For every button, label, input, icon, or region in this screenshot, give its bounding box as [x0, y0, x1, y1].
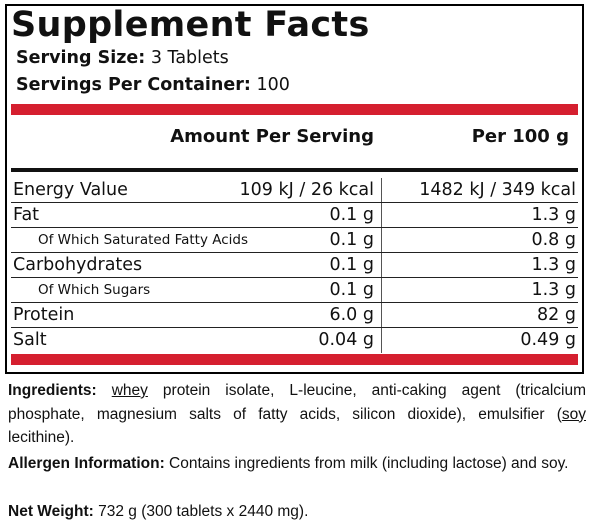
- servings-per-container-value: 100: [256, 75, 290, 95]
- per-100g-value: 1.3 g: [531, 280, 576, 300]
- allergen-whey: whey: [111, 382, 148, 399]
- servings-per-container: Servings Per Container: 100: [16, 74, 290, 96]
- nutrient-name: Energy Value: [13, 180, 128, 200]
- nutrient-name: Fat: [13, 205, 40, 225]
- bottom-accent-bar: [11, 354, 578, 365]
- per-serving-value: 0.1 g: [329, 255, 374, 275]
- net-weight-label: Net Weight:: [8, 503, 94, 520]
- table-row: Energy Value 109 kJ / 26 kcal 1482 kJ / …: [11, 178, 578, 203]
- serving-size: Serving Size: 3 Tablets: [16, 47, 229, 69]
- net-weight-text: 732 g (300 tablets x 2440 mg).: [93, 503, 309, 520]
- header-divider: [11, 168, 578, 172]
- per-100g-header: Per 100 g: [471, 126, 569, 147]
- ingredients-text-2: lecithine).: [8, 429, 75, 446]
- supplement-facts-panel: Supplement Facts Serving Size: 3 Tablets…: [5, 4, 584, 374]
- per-100g-value: 1.3 g: [531, 205, 576, 225]
- nutrient-name: Of Which Saturated Fatty Acids: [38, 232, 249, 248]
- net-weight-paragraph: Net Weight: 732 g (300 tablets x 2440 mg…: [8, 500, 586, 524]
- nutrient-name: Protein: [13, 305, 75, 325]
- table-row: Carbohydrates 0.1 g 1.3 g: [11, 253, 578, 278]
- nutrient-name: Of Which Sugars: [38, 282, 151, 298]
- serving-size-value: 3 Tablets: [150, 48, 229, 68]
- amount-per-serving-header: Amount Per Serving: [170, 126, 374, 147]
- ingredients-text-1: protein isolate, L-leucine, anti-caking …: [8, 382, 586, 423]
- per-serving-value: 0.04 g: [318, 330, 374, 350]
- per-serving-value: 6.0 g: [329, 305, 374, 325]
- per-100g-value: 1482 kJ / 349 kcal: [419, 180, 576, 200]
- per-100g-value: 0.49 g: [520, 330, 576, 350]
- allergen-soy: soy: [561, 405, 586, 423]
- table-row: Of Which Sugars 0.1 g 1.3 g: [11, 278, 578, 303]
- per-100g-value: 82 g: [537, 305, 576, 325]
- allergen-label: Allergen Information:: [8, 455, 165, 472]
- nutrient-name: Salt: [13, 330, 47, 350]
- allergen-text: Contains ingredients from milk (includin…: [164, 455, 569, 472]
- allergen-paragraph: Allergen Information: Contains ingredien…: [8, 452, 586, 476]
- per-serving-value: 0.1 g: [329, 230, 374, 250]
- per-serving-value: 0.1 g: [329, 205, 374, 225]
- top-accent-bar: [11, 104, 578, 115]
- per-serving-value: 109 kJ / 26 kcal: [239, 180, 374, 200]
- ingredients-label: Ingredients:: [8, 382, 97, 399]
- column-divider: [381, 178, 382, 353]
- per-100g-value: 1.3 g: [531, 255, 576, 275]
- table-row: Protein 6.0 g 82 g: [11, 303, 578, 328]
- per-100g-value: 0.8 g: [531, 230, 576, 250]
- ingredients-paragraph: Ingredients: whey protein isolate, L-leu…: [8, 379, 586, 450]
- per-serving-value: 0.1 g: [329, 280, 374, 300]
- serving-size-label: Serving Size:: [16, 48, 146, 68]
- table-row: Fat 0.1 g 1.3 g: [11, 203, 578, 228]
- table-row: Salt 0.04 g 0.49 g: [11, 328, 578, 353]
- nutrient-name: Carbohydrates: [13, 255, 143, 275]
- table-row: Of Which Saturated Fatty Acids 0.1 g 0.8…: [11, 228, 578, 253]
- nutrient-table: Energy Value 109 kJ / 26 kcal 1482 kJ / …: [11, 178, 578, 353]
- servings-per-container-label: Servings Per Container:: [16, 75, 251, 95]
- panel-title: Supplement Facts: [11, 5, 370, 45]
